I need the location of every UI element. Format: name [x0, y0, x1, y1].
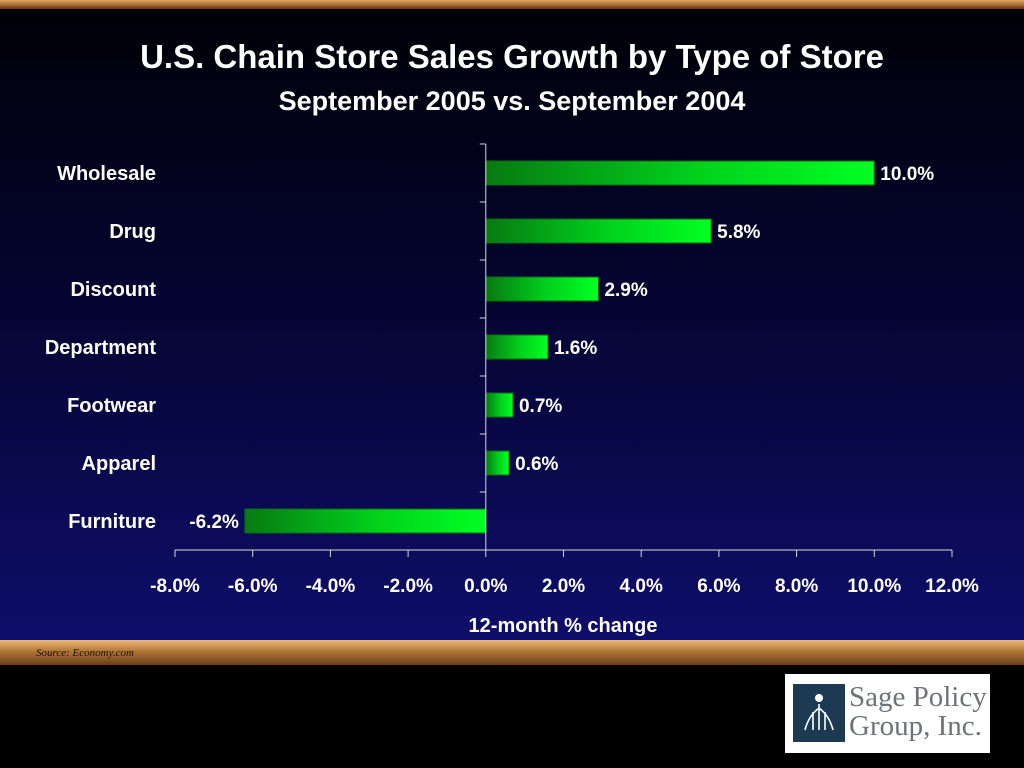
x-tick-label: 10.0%: [847, 576, 901, 597]
top-frame-strip: [0, 0, 1024, 9]
bar-apparel: [485, 450, 510, 476]
x-tick-label: 6.0%: [697, 576, 740, 597]
bar-wholesale: [485, 160, 875, 186]
logo-line-2: Group, Inc.: [849, 710, 982, 742]
sage-policy-logo-mark-icon: [793, 684, 845, 742]
x-tick-label: 0.0%: [464, 576, 507, 597]
x-tick-label: 8.0%: [775, 576, 818, 597]
x-tick-label: -8.0%: [150, 576, 200, 597]
data-label: 2.9%: [604, 280, 647, 301]
bar-discount: [485, 276, 599, 302]
category-label: Discount: [70, 279, 156, 301]
data-label: -6.2%: [189, 512, 239, 533]
bar-department: [485, 334, 549, 360]
company-logo: Sage Policy Group, Inc.: [785, 674, 990, 753]
chart-subtitle: September 2005 vs. September 2004: [278, 86, 746, 116]
category-label: Drug: [109, 221, 156, 243]
category-label: Apparel: [82, 453, 156, 475]
x-axis-title: 12-month % change: [469, 615, 658, 637]
x-tick-label: -6.0%: [228, 576, 278, 597]
source-note: Source: Economy.com: [36, 647, 134, 659]
bar-chart: Wholesale 10.0% Drug 5.8% Discount 2.9% Depart…: [45, 143, 979, 637]
x-tick-label: 12.0%: [925, 576, 979, 597]
slide-panel: [0, 9, 1024, 640]
data-label: 0.7%: [519, 396, 562, 417]
data-label: 0.6%: [515, 454, 558, 475]
data-label: 5.8%: [717, 222, 760, 243]
bar-furniture: [244, 508, 487, 534]
bar-footwear: [485, 392, 514, 418]
category-label: Wholesale: [57, 163, 156, 185]
category-label: Footwear: [67, 395, 156, 417]
x-tick-label: 2.0%: [542, 576, 585, 597]
chart-title: U.S. Chain Store Sales Growth by Type of…: [140, 38, 884, 75]
axes-layer: [174, 143, 953, 557]
bar-drug: [485, 218, 712, 244]
category-label: Furniture: [68, 511, 156, 533]
logo-wordmark: Sage Policy Group, Inc.: [849, 683, 989, 741]
data-label: 10.0%: [880, 164, 934, 185]
x-tick-label: 4.0%: [620, 576, 663, 597]
labels-layer: Wholesale 10.0% Drug 5.8% Discount 2.9% Depart…: [45, 163, 979, 597]
x-tick-label: -4.0%: [306, 576, 356, 597]
bottom-frame-strip: [0, 640, 1024, 665]
data-label: 1.6%: [554, 338, 597, 359]
logo-line-1: Sage Policy: [849, 681, 987, 713]
category-label: Department: [45, 337, 156, 359]
x-tick-label: -2.0%: [383, 576, 433, 597]
